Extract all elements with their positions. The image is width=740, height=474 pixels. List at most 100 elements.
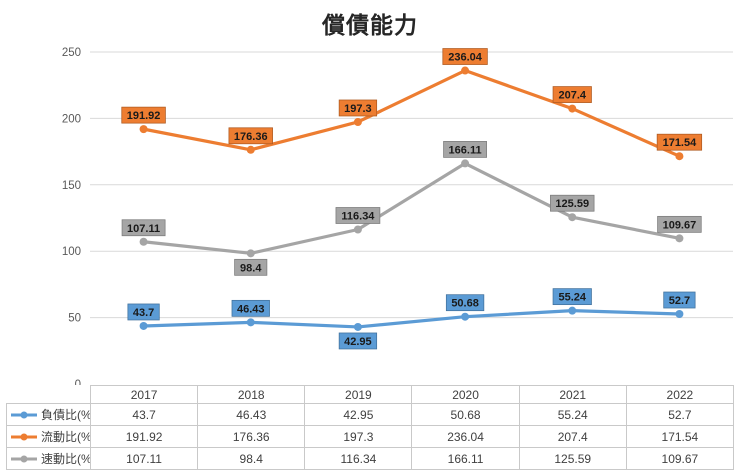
data-label-text: 236.04: [448, 52, 483, 64]
value-cell: 171.54: [625, 425, 735, 448]
data-label-box: [121, 106, 166, 124]
value-cell: 191.92: [89, 425, 199, 448]
data-label-box: [338, 99, 378, 117]
chart-title: 償債能力: [322, 12, 418, 38]
table-header-row: 2017 2018 2019 2020 2021 2022: [7, 385, 735, 404]
legend-line-marker-icon: [11, 433, 37, 440]
data-label-text: 42.95: [344, 336, 372, 348]
data-label-text: 109.67: [663, 219, 697, 231]
data-label-text: 50.68: [451, 298, 479, 310]
data-label-box: [127, 303, 160, 321]
value-cell: 166.11: [411, 447, 520, 470]
data-label-text: 107.11: [127, 223, 160, 235]
year-header: 2019: [304, 385, 413, 404]
series-line-0: [141, 309, 682, 329]
data-label-box: [552, 288, 592, 306]
y-axis-tick-label: 100: [62, 246, 81, 258]
data-label-box: [656, 133, 703, 151]
year-header: 2021: [518, 385, 627, 404]
legend-label: 流動比(%): [41, 430, 91, 444]
data-point: [675, 234, 684, 243]
table-row-debt-ratio: 負債比(%) 43.7 46.43 42.95 50.68 55.24 52.7: [6, 403, 735, 426]
y-axis-tick-label: 150: [62, 180, 81, 192]
series-line-1: [141, 68, 682, 158]
value-cell: 109.67: [625, 447, 735, 470]
data-point: [353, 225, 362, 234]
data-point: [246, 145, 255, 154]
data-point: [246, 249, 255, 258]
data-point: [675, 152, 684, 161]
table-row-current-ratio: 流動比(%) 191.92 176.36 197.3 236.04 207.4 …: [6, 425, 735, 448]
value-cell: 55.24: [518, 403, 627, 426]
data-label-box: [231, 299, 270, 317]
value-cell: 52.7: [625, 403, 735, 426]
y-axis-tick-label: 0: [75, 379, 81, 385]
data-point: [139, 321, 148, 330]
value-cell: 46.43: [197, 403, 306, 426]
data-point: [139, 237, 148, 246]
data-label-box: [443, 141, 487, 158]
data-label-text: 191.92: [127, 110, 161, 122]
data-label-text: 52.7: [669, 295, 690, 307]
data-label-box: [234, 258, 268, 276]
data-label-text: 116.34: [341, 211, 375, 223]
data-label-box: [552, 86, 592, 103]
data-label-text: 46.43: [237, 303, 265, 315]
legend-cell: 負債比(%): [6, 403, 91, 426]
value-cell: 98.4: [197, 447, 306, 470]
data-table: 2017 2018 2019 2020 2021 2022 負債比(%) 43.…: [6, 385, 735, 470]
year-header: 2020: [411, 385, 520, 404]
value-cell: 236.04: [411, 425, 520, 448]
data-label-text: 197.3: [344, 103, 372, 115]
data-label-box: [663, 291, 696, 309]
value-cell: 50.68: [411, 403, 520, 426]
data-label-box: [442, 48, 488, 65]
data-point: [461, 159, 470, 168]
data-label-text: 207.4: [558, 90, 586, 102]
legend-cell: 速動比(%): [6, 447, 91, 470]
data-label-text: 125.59: [555, 198, 589, 210]
data-label-box: [657, 215, 702, 233]
data-label-text: 166.11: [449, 144, 482, 156]
data-label-text: 43.7: [133, 307, 154, 319]
series-line-2: [141, 161, 682, 255]
data-point: [246, 318, 255, 327]
legend-label: 速動比(%): [41, 452, 91, 466]
data-label-box: [335, 207, 381, 224]
data-label-box: [228, 127, 273, 145]
data-point: [353, 117, 362, 126]
value-cell: 176.36: [197, 425, 306, 448]
value-cell: 197.3: [304, 425, 413, 448]
table-row-quick-ratio: 速動比(%) 107.11 98.4 116.34 166.11 125.59 …: [6, 447, 735, 470]
data-point: [675, 310, 684, 319]
data-label-text: 176.36: [234, 131, 268, 143]
legend-label: 負債比(%): [41, 408, 91, 422]
data-label-text: 171.54: [663, 137, 698, 149]
data-label-box: [550, 194, 595, 212]
year-header: 2022: [625, 385, 735, 404]
data-label-box: [338, 332, 378, 350]
value-cell: 42.95: [304, 403, 413, 426]
y-axis-tick-label: 250: [62, 47, 81, 59]
table-corner-cell: [7, 386, 91, 404]
line-chart-plot: 0 50 100 150 200 250 43.7 46.43 42.95 50.68 55.24 5…: [62, 47, 733, 385]
value-cell: 107.11: [89, 447, 199, 470]
legend-line-marker-icon: [11, 411, 37, 418]
data-point: [461, 66, 470, 75]
value-cell: 125.59: [518, 447, 627, 470]
y-axis-tick-label: 50: [68, 313, 81, 325]
data-label-box: [445, 294, 485, 312]
data-point: [461, 312, 470, 321]
data-label-text: 98.4: [240, 262, 262, 274]
data-label-text: 55.24: [558, 292, 586, 304]
year-header: 2018: [197, 385, 306, 404]
legend-cell: 流動比(%): [6, 425, 91, 448]
data-label-box: [121, 219, 166, 237]
data-point: [568, 104, 577, 113]
data-point: [568, 213, 577, 222]
data-point: [353, 322, 362, 331]
data-point: [568, 306, 577, 315]
value-cell: 116.34: [304, 447, 413, 470]
data-point: [139, 125, 148, 134]
legend-line-marker-icon: [11, 455, 37, 462]
